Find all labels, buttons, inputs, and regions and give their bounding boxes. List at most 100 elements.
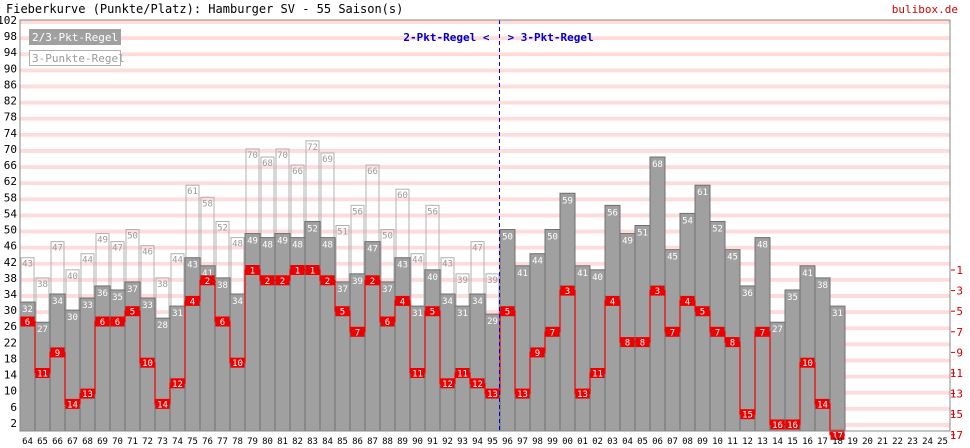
- place-label: 14: [157, 400, 168, 410]
- place-label: 2: [265, 277, 270, 287]
- x-tick-label: 10: [712, 437, 723, 447]
- place-marker: [65, 398, 80, 409]
- grid-stripe: [20, 100, 950, 105]
- bar-23pkt: [319, 237, 336, 432]
- bar-23pkt-label: 59: [562, 196, 573, 206]
- place-marker: [515, 388, 530, 399]
- bar-23pkt-label: 40: [592, 273, 603, 283]
- place-marker: [755, 326, 770, 337]
- place-marker: [530, 347, 545, 358]
- place-marker: [230, 357, 245, 368]
- place-label: 2: [325, 277, 330, 287]
- bar-3pkt-label: 43: [22, 260, 33, 270]
- grid-stripe: [20, 225, 950, 230]
- place-marker: [800, 357, 815, 368]
- x-tick-label: 90: [412, 437, 423, 447]
- x-tick-label: 75: [187, 437, 198, 447]
- place-marker: [335, 306, 350, 317]
- x-tick-label: 04: [622, 437, 633, 447]
- y-tick-label: 82: [4, 95, 17, 108]
- place-label: 13: [487, 390, 498, 400]
- legend-label-23pkt: 2/3-Pkt-Regel: [32, 31, 118, 44]
- place-marker: [425, 306, 440, 317]
- place-label: 12: [442, 380, 453, 390]
- x-tick-label: 99: [547, 437, 558, 447]
- x-tick-label: 01: [577, 437, 588, 447]
- bar-3pkt-label: 70: [277, 151, 288, 161]
- place-tick-label: 3: [956, 285, 963, 298]
- x-tick-label: 18: [832, 437, 843, 447]
- bar-3pkt-label: 70: [247, 151, 258, 161]
- grid-stripe: [20, 233, 950, 238]
- bar-23pkt: [379, 281, 396, 432]
- bar-3pkt-label: 39: [457, 276, 468, 286]
- bar-23pkt-label: 33: [142, 301, 153, 311]
- place-label: 17: [832, 431, 843, 441]
- bar-23pkt-label: 37: [382, 285, 393, 295]
- place-label: 9: [535, 349, 540, 359]
- bar-23pkt: [79, 297, 96, 432]
- bar-23pkt-label: 48: [292, 241, 303, 251]
- place-label: 16: [772, 421, 783, 431]
- bar-23pkt-label: 41: [517, 269, 528, 279]
- x-tick-label: 83: [307, 437, 318, 447]
- bar-23pkt: [574, 265, 591, 432]
- place-label: 6: [100, 318, 105, 328]
- bar-23pkt-label: 45: [667, 253, 678, 263]
- bar-23pkt-label: 37: [337, 285, 348, 295]
- grid-stripe: [20, 249, 950, 254]
- site-link[interactable]: bulibox.de: [891, 3, 958, 16]
- place-label: 10: [802, 359, 813, 369]
- bar-23pkt: [49, 293, 66, 432]
- x-tick-label: 00: [562, 437, 573, 447]
- bar-23pkt: [169, 305, 186, 432]
- bar-23pkt: [484, 313, 501, 432]
- x-tick-label: 94: [472, 437, 483, 447]
- grid-stripe: [20, 241, 950, 246]
- grid-stripe: [20, 20, 950, 25]
- bar-23pkt-label: 41: [202, 269, 213, 279]
- bar-23pkt-label: 28: [157, 321, 168, 331]
- x-tick-label: 16: [802, 437, 813, 447]
- place-label: 4: [610, 297, 615, 307]
- place-label: 2: [370, 277, 375, 287]
- x-tick-label: 19: [847, 437, 858, 447]
- grid-stripe: [20, 148, 950, 153]
- x-tick-label: 68: [82, 437, 93, 447]
- bar-3pkt-label: 61: [187, 187, 198, 197]
- grid-stripe: [20, 189, 950, 194]
- x-tick-label: 93: [457, 437, 468, 447]
- bar-23pkt-label: 27: [772, 325, 783, 335]
- place-label: 5: [340, 308, 345, 318]
- y-tick-label: 30: [4, 304, 17, 317]
- place-label: 5: [700, 308, 705, 318]
- bar-23pkt: [604, 204, 621, 432]
- x-tick-label: 85: [337, 437, 348, 447]
- place-marker: [575, 388, 590, 399]
- grid-stripe: [20, 285, 950, 290]
- grid-stripe: [20, 217, 950, 222]
- bar-23pkt: [184, 257, 201, 432]
- bar-23pkt: [334, 281, 351, 432]
- place-marker: [815, 398, 830, 409]
- bar-23pkt: [529, 253, 546, 432]
- place-marker: [305, 265, 320, 275]
- bar-23pkt: [244, 233, 261, 432]
- place-label: 1: [250, 267, 255, 277]
- bar-23pkt-label: 38: [817, 281, 828, 291]
- bar-23pkt-label: 37: [127, 285, 138, 295]
- x-tick-label: 74: [172, 437, 183, 447]
- bar-3pkt-label: 58: [202, 199, 213, 209]
- y-tick-label: 42: [4, 256, 17, 269]
- place-marker: [665, 326, 680, 337]
- x-tick-label: 84: [322, 437, 333, 447]
- place-marker: [395, 295, 410, 306]
- grid-stripe: [20, 64, 950, 69]
- bar-23pkt: [634, 225, 651, 432]
- bar-23pkt-label: 49: [277, 237, 288, 247]
- x-tick-label: 73: [157, 437, 168, 447]
- grid-stripe: [20, 112, 950, 117]
- place-label: 4: [190, 297, 195, 307]
- grid-stripe: [20, 269, 950, 274]
- y-tick-label: 14: [4, 369, 18, 382]
